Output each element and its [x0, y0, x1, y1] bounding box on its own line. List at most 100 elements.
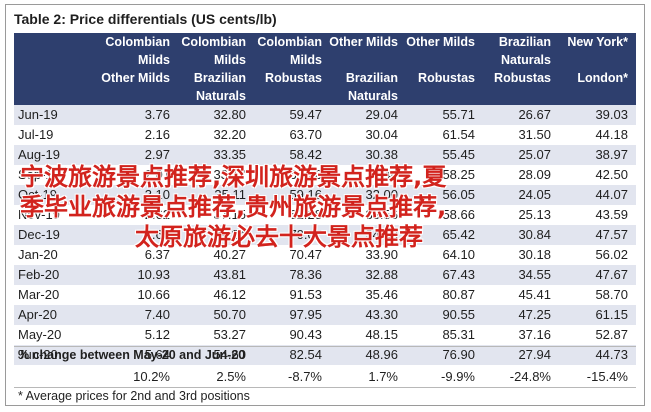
column-header-line: New York* [567, 35, 628, 49]
table-cell: 70.07 [289, 227, 322, 242]
table-cell: 48.96 [365, 347, 398, 362]
table-cell: 56.02 [595, 247, 628, 262]
table-cell: 27.94 [518, 347, 551, 362]
table-cell: 43.30 [365, 307, 398, 322]
row-month: Dec-19 [18, 227, 60, 242]
change-cell: 10.2% [133, 369, 170, 384]
table-cell: 78.36 [289, 267, 322, 282]
table-cell: 42.50 [595, 167, 628, 182]
table-cell: 35.46 [365, 287, 398, 302]
table-cell: 30.04 [365, 127, 398, 142]
column-header-line: Naturals [500, 53, 551, 67]
table-row: Feb-20 10.93 43.81 78.36 32.88 67.43 34.55 47.6… [14, 265, 636, 285]
table-row: Dec-19 4.66 39.24 70.07 34.58 65.42 30.84 47.57 [14, 225, 636, 245]
table-cell: 31.50 [518, 127, 551, 142]
table-cell: 33.90 [365, 247, 398, 262]
table-cell: 58.70 [595, 287, 628, 302]
row-month: Oct-19 [18, 187, 58, 202]
table-cell: 32.00 [365, 187, 398, 202]
column-header-line: Brazilian [193, 71, 246, 85]
table-cell: 55.71 [442, 107, 475, 122]
row-month: Apr-20 [18, 307, 58, 322]
section-divider [14, 346, 636, 347]
row-month: Jun-20 [18, 347, 58, 362]
table-cell: 35.11 [214, 187, 246, 202]
table-cell: 39.24 [213, 227, 246, 242]
table-cell: 44.07 [595, 187, 628, 202]
table-cell: 33.17 [213, 167, 246, 182]
table-cell: 54.60 [213, 347, 246, 362]
table-cell: 34.58 [365, 227, 398, 242]
table-cell: 2.97 [144, 147, 170, 162]
column-header-line: Colombian [257, 35, 322, 49]
table-cell: 39.03 [595, 107, 628, 122]
table-cell: 2.01 [144, 167, 170, 182]
table-cell: 3.76 [144, 107, 170, 122]
table-header: Colombian Milds Other Milds Colombian Milds B… [14, 33, 636, 105]
table-cell: 38.97 [595, 147, 628, 162]
table-cell: 48.15 [365, 327, 398, 342]
table-cell: 4.66 [144, 227, 170, 242]
table-cell: 67.43 [442, 267, 475, 282]
row-month: Sep-19 [18, 167, 60, 182]
change-cell: 2.5% [216, 369, 246, 384]
column-header-line: Brazilian [498, 35, 551, 49]
table-row: Sep-19 2.01 33.17 61.26 30.46 58.25 28.09 42.50 [14, 165, 636, 185]
table-cell: 53.27 [213, 327, 246, 342]
column-header: Colombian Milds Robustas [246, 33, 322, 105]
table-row: Aug-19 2.97 33.35 58.42 30.38 55.45 25.07 38.97 [14, 145, 636, 165]
table-cell: 58.42 [289, 147, 322, 162]
row-month: Nov-19 [18, 207, 60, 222]
table-row: Mar-20 10.66 46.12 91.53 35.46 80.87 45.41 58.7… [14, 285, 636, 305]
table-cell: 6.37 [144, 247, 170, 262]
price-table-card: Table 2: Price differentials (US cents/l… [5, 4, 645, 406]
row-month: Feb-20 [18, 267, 60, 282]
table-cell: 85.31 [442, 327, 475, 342]
table-cell: 26.67 [518, 107, 551, 122]
column-header-line: Colombian [181, 35, 246, 49]
table-title: Table 2: Price differentials (US cents/l… [14, 11, 277, 27]
table-cell: 30.18 [518, 247, 551, 262]
table-cell: 43.59 [595, 207, 628, 222]
table-cell: 3.10 [144, 187, 170, 202]
table-cell: 30.84 [518, 227, 551, 242]
table-cell: 30.46 [365, 167, 398, 182]
table-cell: 61.15 [595, 307, 628, 322]
table-cell: 34.55 [518, 267, 551, 282]
table-cell: 70.47 [289, 247, 322, 262]
column-header-line: London* [577, 71, 628, 85]
table-cell: 25.13 [518, 207, 551, 222]
table-cell: 32.80 [213, 107, 246, 122]
row-month: Jul-19 [18, 127, 54, 142]
change-cell: -24.8% [509, 369, 551, 384]
table-cell: 50.70 [213, 307, 246, 322]
table-cell: 58.25 [442, 167, 475, 182]
row-month: Jan-20 [18, 247, 58, 262]
table-row: Jul-19 2.16 32.20 63.70 30.04 61.54 31.50 44.18 [14, 125, 636, 145]
table-cell: 24.05 [518, 187, 551, 202]
column-header-line: Naturals [347, 89, 398, 103]
table-cell: 45.41 [518, 287, 551, 302]
table-cell: 33.35 [213, 147, 246, 162]
column-header-line: Milds [290, 53, 322, 67]
table-row: May-20 5.12 53.27 90.43 48.15 85.31 37.16 52.87 [14, 325, 636, 345]
table-cell: 76.90 [442, 347, 475, 362]
column-header-line: Robustas [265, 71, 322, 85]
table-cell: 47.67 [595, 267, 628, 282]
table-cell: 10.66 [137, 287, 170, 302]
column-header-line: Milds [138, 53, 170, 67]
change-cell: 1.7% [368, 369, 398, 384]
table-cell: 10.93 [137, 267, 170, 282]
table-cell: 32.88 [365, 267, 398, 282]
change-section-title: % change between May-20 and Jun-20 [18, 348, 246, 362]
table-cell: 44.73 [595, 347, 628, 362]
table-cell: 33.56 [365, 207, 398, 222]
table-cell: 91.53 [289, 287, 322, 302]
table-cell: 44.18 [595, 127, 628, 142]
table-cell: 55.45 [442, 147, 475, 162]
change-cell: -15.4% [586, 369, 628, 384]
column-header-line [552, 51, 628, 69]
column-header-line: Other Milds [101, 71, 170, 85]
column-header: Other Milds Brazilian Naturals [322, 33, 398, 105]
table-row: Apr-20 7.40 50.70 97.95 43.30 90.55 47.25 61.15 [14, 305, 636, 325]
